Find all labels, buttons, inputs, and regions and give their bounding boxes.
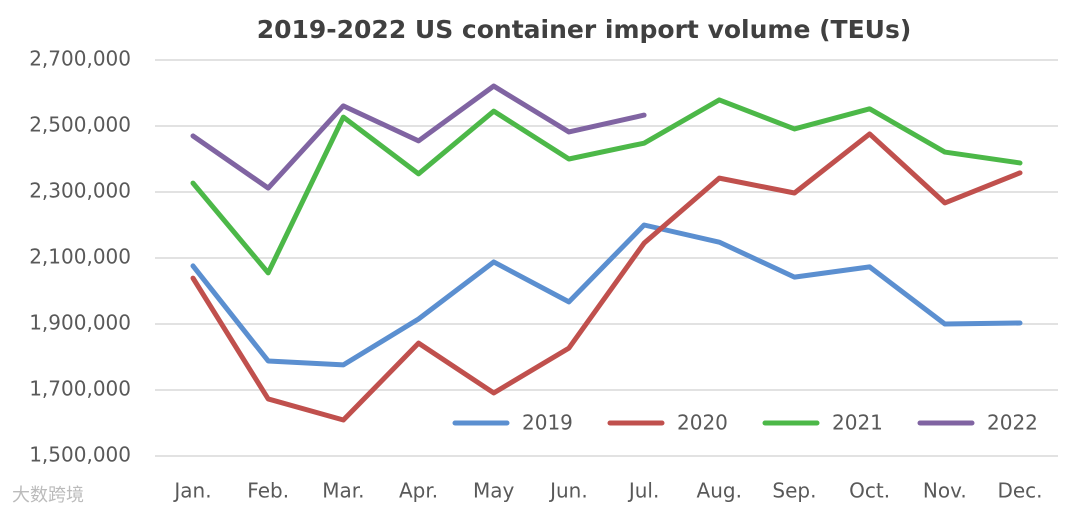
x-tick-label: Apr. bbox=[399, 479, 438, 503]
x-tick-label: Jan. bbox=[172, 479, 211, 503]
legend-label: 2019 bbox=[522, 411, 573, 435]
x-tick-label: May bbox=[473, 479, 515, 503]
x-tick-label: Feb. bbox=[247, 479, 289, 503]
series-line bbox=[190, 83, 647, 191]
legend-label: 2021 bbox=[832, 411, 883, 435]
series-line bbox=[190, 97, 1023, 276]
chart-title: 2019-2022 US container import volume (TE… bbox=[257, 15, 912, 44]
x-tick-label: Nov. bbox=[923, 479, 967, 503]
y-tick-label: 2,100,000 bbox=[29, 245, 131, 269]
x-tick-label: Aug. bbox=[697, 479, 742, 503]
x-tick-label: Jul. bbox=[627, 479, 660, 503]
y-tick-label: 1,700,000 bbox=[29, 377, 131, 401]
x-tick-label: Mar. bbox=[322, 479, 364, 503]
y-tick-label: 1,900,000 bbox=[29, 311, 131, 335]
y-tick-label: 1,500,000 bbox=[29, 443, 131, 467]
x-tick-label: Dec. bbox=[997, 479, 1042, 503]
y-tick-label: 2,500,000 bbox=[29, 113, 131, 137]
y-tick-label: 2,300,000 bbox=[29, 179, 131, 203]
legend-label: 2020 bbox=[677, 411, 728, 435]
series-line bbox=[190, 222, 1023, 368]
legend-label: 2022 bbox=[987, 411, 1038, 435]
series-line bbox=[190, 131, 1023, 423]
x-tick-label: Jun. bbox=[548, 479, 588, 503]
watermark: 大数跨境 bbox=[12, 485, 84, 506]
x-tick-label: Oct. bbox=[849, 479, 890, 503]
y-tick-label: 2,700,000 bbox=[29, 47, 131, 71]
x-tick-label: Sep. bbox=[772, 479, 816, 503]
